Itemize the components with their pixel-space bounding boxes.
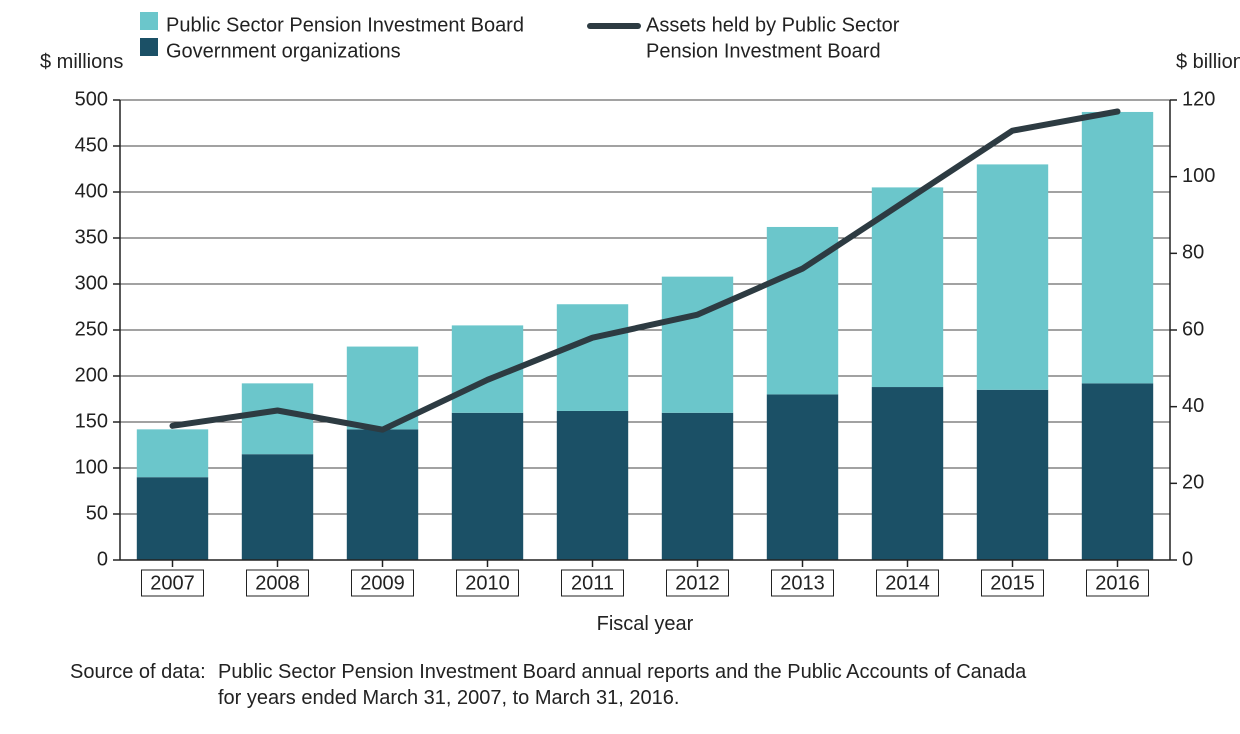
- legend-label-line-2: Pension Investment Board: [646, 40, 881, 62]
- bar-pspib: [557, 304, 628, 411]
- bar-pspib: [1082, 112, 1153, 383]
- y-tick-label-left: 100: [75, 456, 108, 478]
- y-tick-label-left: 450: [75, 134, 108, 156]
- bar-government-organizations: [347, 429, 418, 560]
- y-tick-label-left: 50: [86, 502, 108, 524]
- y-tick-label-left: 0: [97, 548, 108, 570]
- x-tick-label: 2010: [465, 572, 510, 594]
- bar-government-organizations: [1082, 383, 1153, 560]
- bar-government-organizations: [662, 413, 733, 560]
- y-tick-label-left: 300: [75, 272, 108, 294]
- y-tick-label-right: 20: [1182, 472, 1204, 494]
- source-note-prefix: Source of data:: [70, 661, 206, 683]
- bar-pspib: [242, 383, 313, 454]
- y-tick-label-left: 150: [75, 410, 108, 432]
- y-tick-label-left: 350: [75, 226, 108, 248]
- y-axis-label-right: $ billions: [1176, 51, 1240, 73]
- x-axis-label: Fiscal year: [597, 613, 694, 635]
- source-note-line2: for years ended March 31, 2007, to March…: [218, 687, 679, 709]
- chart-container: 0 50 100 150 200 250 300 350 400 450 500 0 20 40 60 80 1…: [0, 0, 1240, 734]
- x-tick-label: 2015: [990, 572, 1035, 594]
- y-tick-label-right: 120: [1182, 88, 1215, 110]
- legend-label-pspib: Public Sector Pension Investment Board: [166, 14, 524, 36]
- legend-swatch-pspib: [140, 12, 158, 30]
- x-tick-label: 2007: [150, 572, 195, 594]
- bar-government-organizations: [557, 411, 628, 560]
- y-tick-label-left: 200: [75, 364, 108, 386]
- y-tick-label-right: 80: [1182, 242, 1204, 264]
- bar-pspib: [977, 164, 1048, 389]
- bar-government-organizations: [137, 477, 208, 560]
- y-tick-label-right: 100: [1182, 165, 1215, 187]
- y-tick-label-left: 400: [75, 180, 108, 202]
- legend-label-line-1: Assets held by Public Sector: [646, 14, 900, 36]
- x-tick-label: 2016: [1095, 572, 1140, 594]
- y-tick-label-right: 60: [1182, 318, 1204, 340]
- x-tick-label: 2009: [360, 572, 405, 594]
- x-tick-label: 2008: [255, 572, 300, 594]
- y-tick-label-left: 500: [75, 88, 108, 110]
- y-axis-label-left: $ millions: [40, 51, 123, 73]
- bar-government-organizations: [977, 390, 1048, 560]
- legend-swatch-gov: [140, 38, 158, 56]
- bar-pspib: [662, 277, 733, 413]
- bar-government-organizations: [452, 413, 523, 560]
- y-tick-label-right: 40: [1182, 395, 1204, 417]
- bar-government-organizations: [767, 394, 838, 560]
- x-tick-label: 2014: [885, 572, 930, 594]
- chart-svg: 0 50 100 150 200 250 300 350 400 450 500 0 20 40 60 80 1…: [0, 0, 1240, 734]
- legend-label-gov: Government organizations: [166, 40, 401, 62]
- x-tick-label: 2011: [571, 572, 614, 594]
- y-tick-label-left: 250: [75, 318, 108, 340]
- bar-pspib: [137, 429, 208, 477]
- bar-government-organizations: [242, 454, 313, 560]
- x-tick-label: 2012: [675, 572, 720, 594]
- bar-government-organizations: [872, 387, 943, 560]
- x-tick-label: 2013: [780, 572, 825, 594]
- source-note-line1: Public Sector Pension Investment Board a…: [218, 661, 1027, 683]
- y-tick-label-right: 0: [1182, 548, 1193, 570]
